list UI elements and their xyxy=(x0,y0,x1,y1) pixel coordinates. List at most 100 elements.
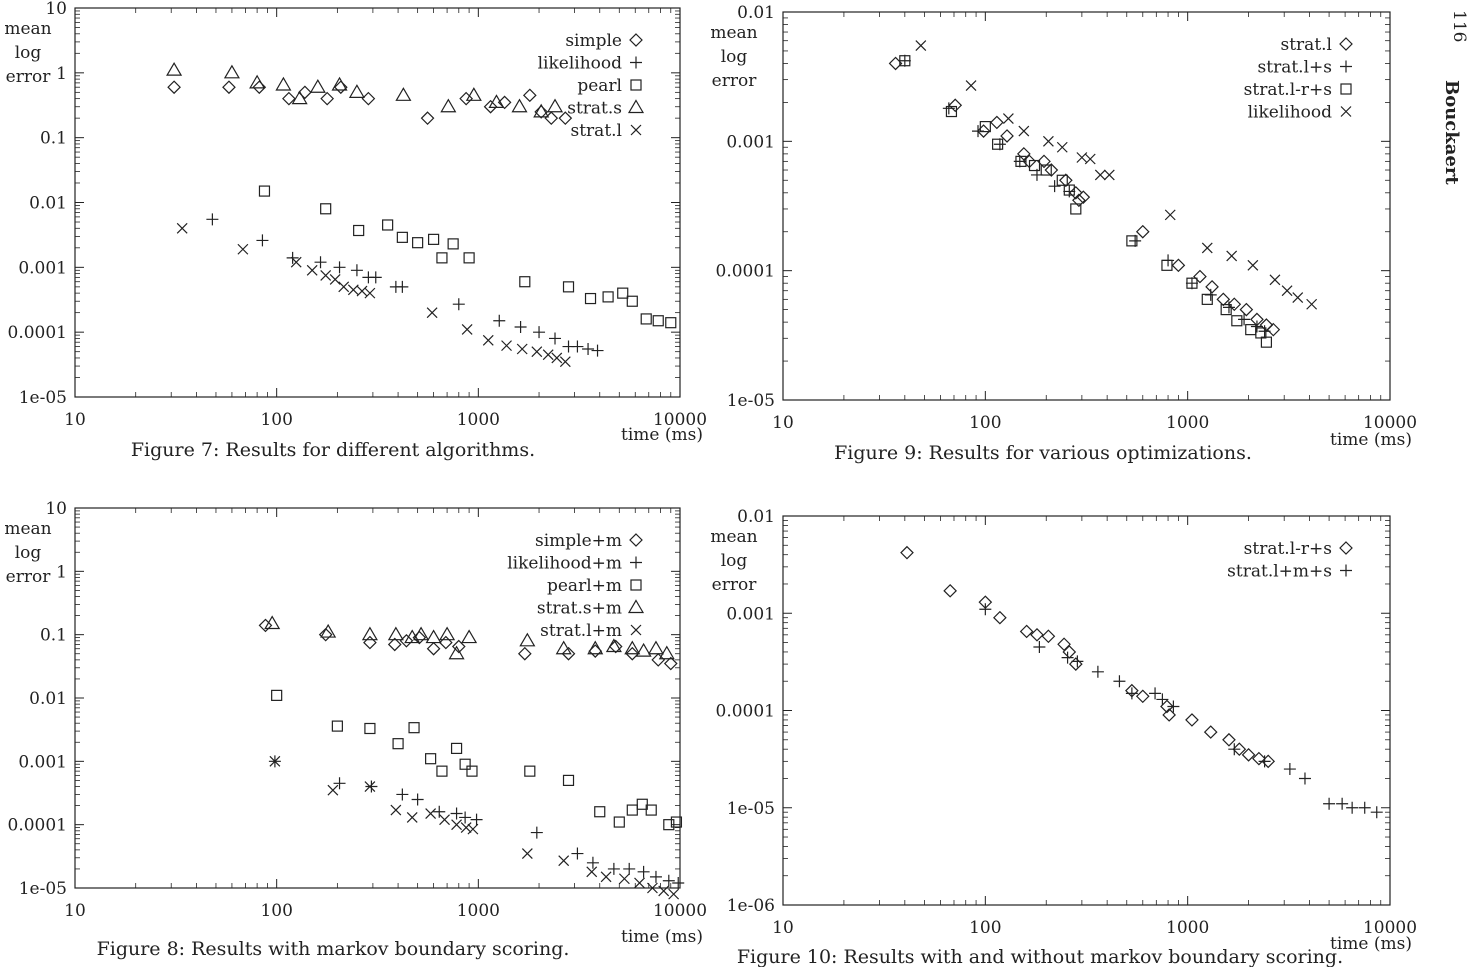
fig7-point xyxy=(514,321,527,334)
fig8-point xyxy=(433,805,446,818)
fig9-point xyxy=(989,115,1004,130)
fig10-y-axis-label-line: mean xyxy=(710,527,757,547)
fig7-point xyxy=(533,103,550,118)
fig7-point xyxy=(291,90,308,105)
fig8-point xyxy=(658,645,675,660)
fig8-legend-marker xyxy=(630,556,642,569)
fig8-y-axis-label-line: error xyxy=(6,567,52,587)
fig7-point xyxy=(249,74,266,89)
fig7-y-tick-label: 0.1 xyxy=(40,129,67,149)
fig10-y-tick-label: 1e-06 xyxy=(727,896,775,916)
fig10-point xyxy=(1091,665,1104,678)
fig8-point xyxy=(451,819,462,831)
fig8-point xyxy=(406,812,418,823)
fig9-point xyxy=(1260,336,1273,348)
fig7-point xyxy=(166,61,183,76)
fig7-series-strat.l xyxy=(176,222,571,368)
fig8-point xyxy=(636,798,648,810)
fig9-point xyxy=(1266,322,1281,337)
fig7-legend-label: strat.l xyxy=(571,121,623,141)
fig10-y-axis-label-line: error xyxy=(712,575,758,595)
fig8-point xyxy=(364,722,376,735)
fig7-point xyxy=(602,291,614,303)
fig8-point xyxy=(459,758,471,770)
fig7-point xyxy=(447,238,459,250)
fig9-point xyxy=(1226,250,1238,262)
fig10-caption: Figure 10: Results with and without mark… xyxy=(737,946,1343,967)
fig9-point xyxy=(1258,325,1271,338)
fig8-point xyxy=(605,638,622,653)
fig9-legend-marker xyxy=(1340,60,1352,73)
fig8-point xyxy=(390,804,402,816)
fig7-point xyxy=(331,76,348,91)
fig7-point xyxy=(275,76,292,91)
fig9-y-tick-label: 0.01 xyxy=(737,3,775,23)
fig7-point xyxy=(440,98,457,113)
fig7-point xyxy=(640,313,652,325)
fig8-point xyxy=(436,765,448,777)
fig8-point xyxy=(670,816,683,828)
fig9-point xyxy=(1042,135,1054,147)
fig8-point xyxy=(396,788,409,801)
fig10-point xyxy=(1156,693,1169,706)
fig8-point xyxy=(438,635,453,650)
fig9-point xyxy=(1205,279,1219,294)
fig8-point xyxy=(363,635,377,650)
fig9-point xyxy=(1094,169,1106,181)
fig9-y-axis-label-line: error xyxy=(712,71,758,91)
fig7-point xyxy=(350,264,363,277)
fig9-point xyxy=(1281,285,1293,297)
fig7-legend-label: strat.s xyxy=(567,99,622,119)
fig7-point xyxy=(465,87,482,101)
fig10-point xyxy=(1358,801,1371,814)
fig7-point xyxy=(519,276,531,288)
fig8-point xyxy=(448,645,465,660)
fig7-point xyxy=(665,317,677,329)
fig8-legend-label: likelihood+m xyxy=(507,554,622,574)
fig7-point xyxy=(320,203,332,215)
fig7-point xyxy=(333,261,346,274)
fig8-point xyxy=(331,720,343,732)
fig9-point xyxy=(1084,153,1096,165)
fig8-point xyxy=(450,807,463,820)
fig7-point xyxy=(412,237,424,249)
fig9-point xyxy=(1239,302,1254,317)
fig9-legend-label: strat.l+s xyxy=(1258,58,1332,78)
fig9-point xyxy=(1072,193,1086,208)
fig10-point xyxy=(1149,687,1162,700)
fig7-series-likelihood xyxy=(206,213,604,357)
fig10-point xyxy=(1113,675,1126,688)
fig8-point xyxy=(517,646,532,661)
fig9-point xyxy=(1222,301,1235,314)
fig10-y-axis-label-line: log xyxy=(721,551,748,571)
fig7-y-tick-label: 1e-05 xyxy=(19,388,67,408)
fig9-point xyxy=(979,120,991,133)
fig7-point xyxy=(493,314,506,327)
fig8-point xyxy=(411,793,424,806)
fig8-point xyxy=(600,871,612,883)
fig8-point xyxy=(647,882,658,894)
fig8-x-tick-label: 1000 xyxy=(457,901,500,921)
fig8-y-tick-label: 0.1 xyxy=(40,626,67,646)
fig9-point xyxy=(1193,269,1207,284)
fig7-point xyxy=(546,98,564,113)
fig7-series-strat.s xyxy=(166,61,564,118)
fig7-y-tick-label: 0.01 xyxy=(29,194,67,214)
fig9-point xyxy=(1037,154,1051,169)
fig9-point xyxy=(1231,315,1243,327)
fig10-point xyxy=(1232,742,1247,757)
fig10-series-strat.l-r+s xyxy=(900,545,1276,769)
fig10-legend-label: strat.l+m+s xyxy=(1227,562,1332,582)
fig7-legend-marker xyxy=(630,79,642,91)
fig7-point xyxy=(356,285,368,297)
fig7-point xyxy=(501,340,512,352)
fig8-y-tick-label: 0.01 xyxy=(29,689,67,709)
fig7-point xyxy=(329,274,341,285)
fig7-caption: Figure 7: Results for different algorith… xyxy=(131,439,535,461)
fig9-point xyxy=(1076,190,1091,205)
fig8-point xyxy=(466,765,478,777)
fig7-point xyxy=(361,91,376,106)
fig7-x-tick-label: 10000 xyxy=(653,410,707,430)
fig8-point xyxy=(451,639,466,654)
